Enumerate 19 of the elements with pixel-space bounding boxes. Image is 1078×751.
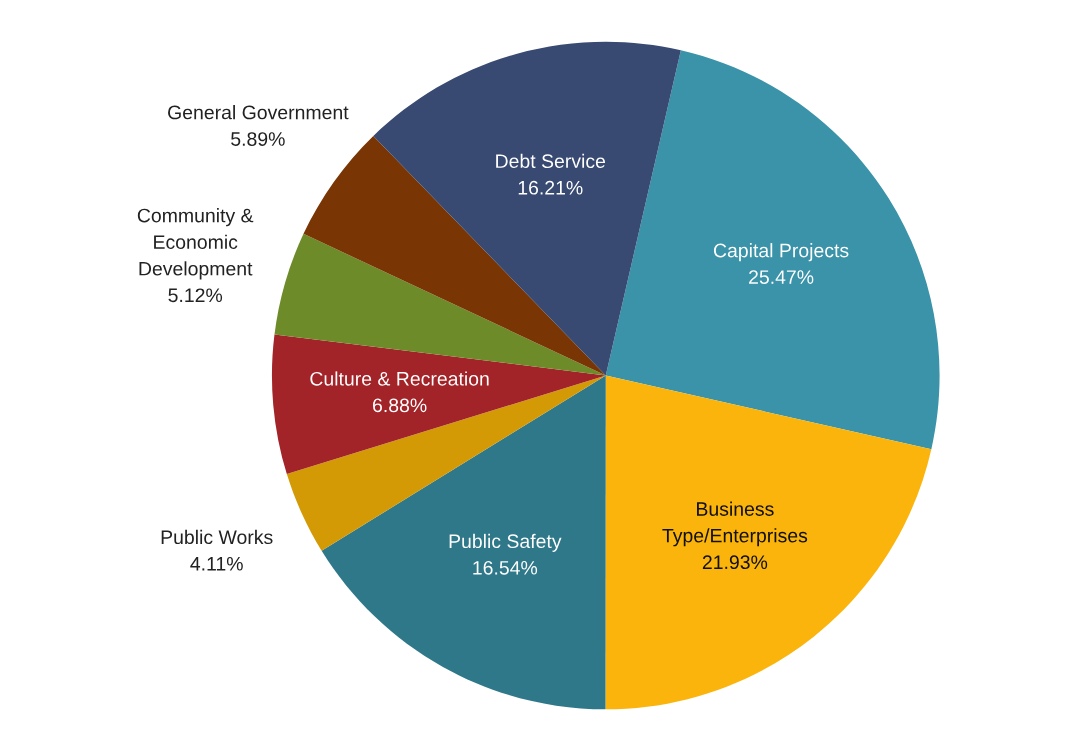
slice-label: Community & Economic Development [137, 208, 254, 280]
pie-slice [271, 334, 606, 475]
data-label: 4.11% [190, 556, 243, 571]
slice-label: Public Safety [449, 533, 562, 552]
slice-label: Capital Projects [713, 243, 849, 262]
data-label: 5.12% [168, 288, 223, 303]
data-label: 16.21% [518, 180, 583, 195]
slice-label: Business Type/Enterprises [662, 501, 808, 547]
data-label: 16.54% [473, 560, 538, 575]
slice-label: General Government [168, 105, 349, 120]
pie-slice [605, 375, 932, 710]
slice-label: Public Works [161, 529, 273, 545]
data-label: 25.47% [749, 270, 814, 284]
pie-slice [605, 50, 940, 450]
slice-label: Culture & Recreation [310, 371, 489, 386]
slice-label: Debt Service [496, 153, 606, 169]
data-label: 6.88% [373, 398, 427, 413]
data-label: 21.93% [702, 555, 768, 570]
data-label: 5.89% [231, 132, 285, 146]
